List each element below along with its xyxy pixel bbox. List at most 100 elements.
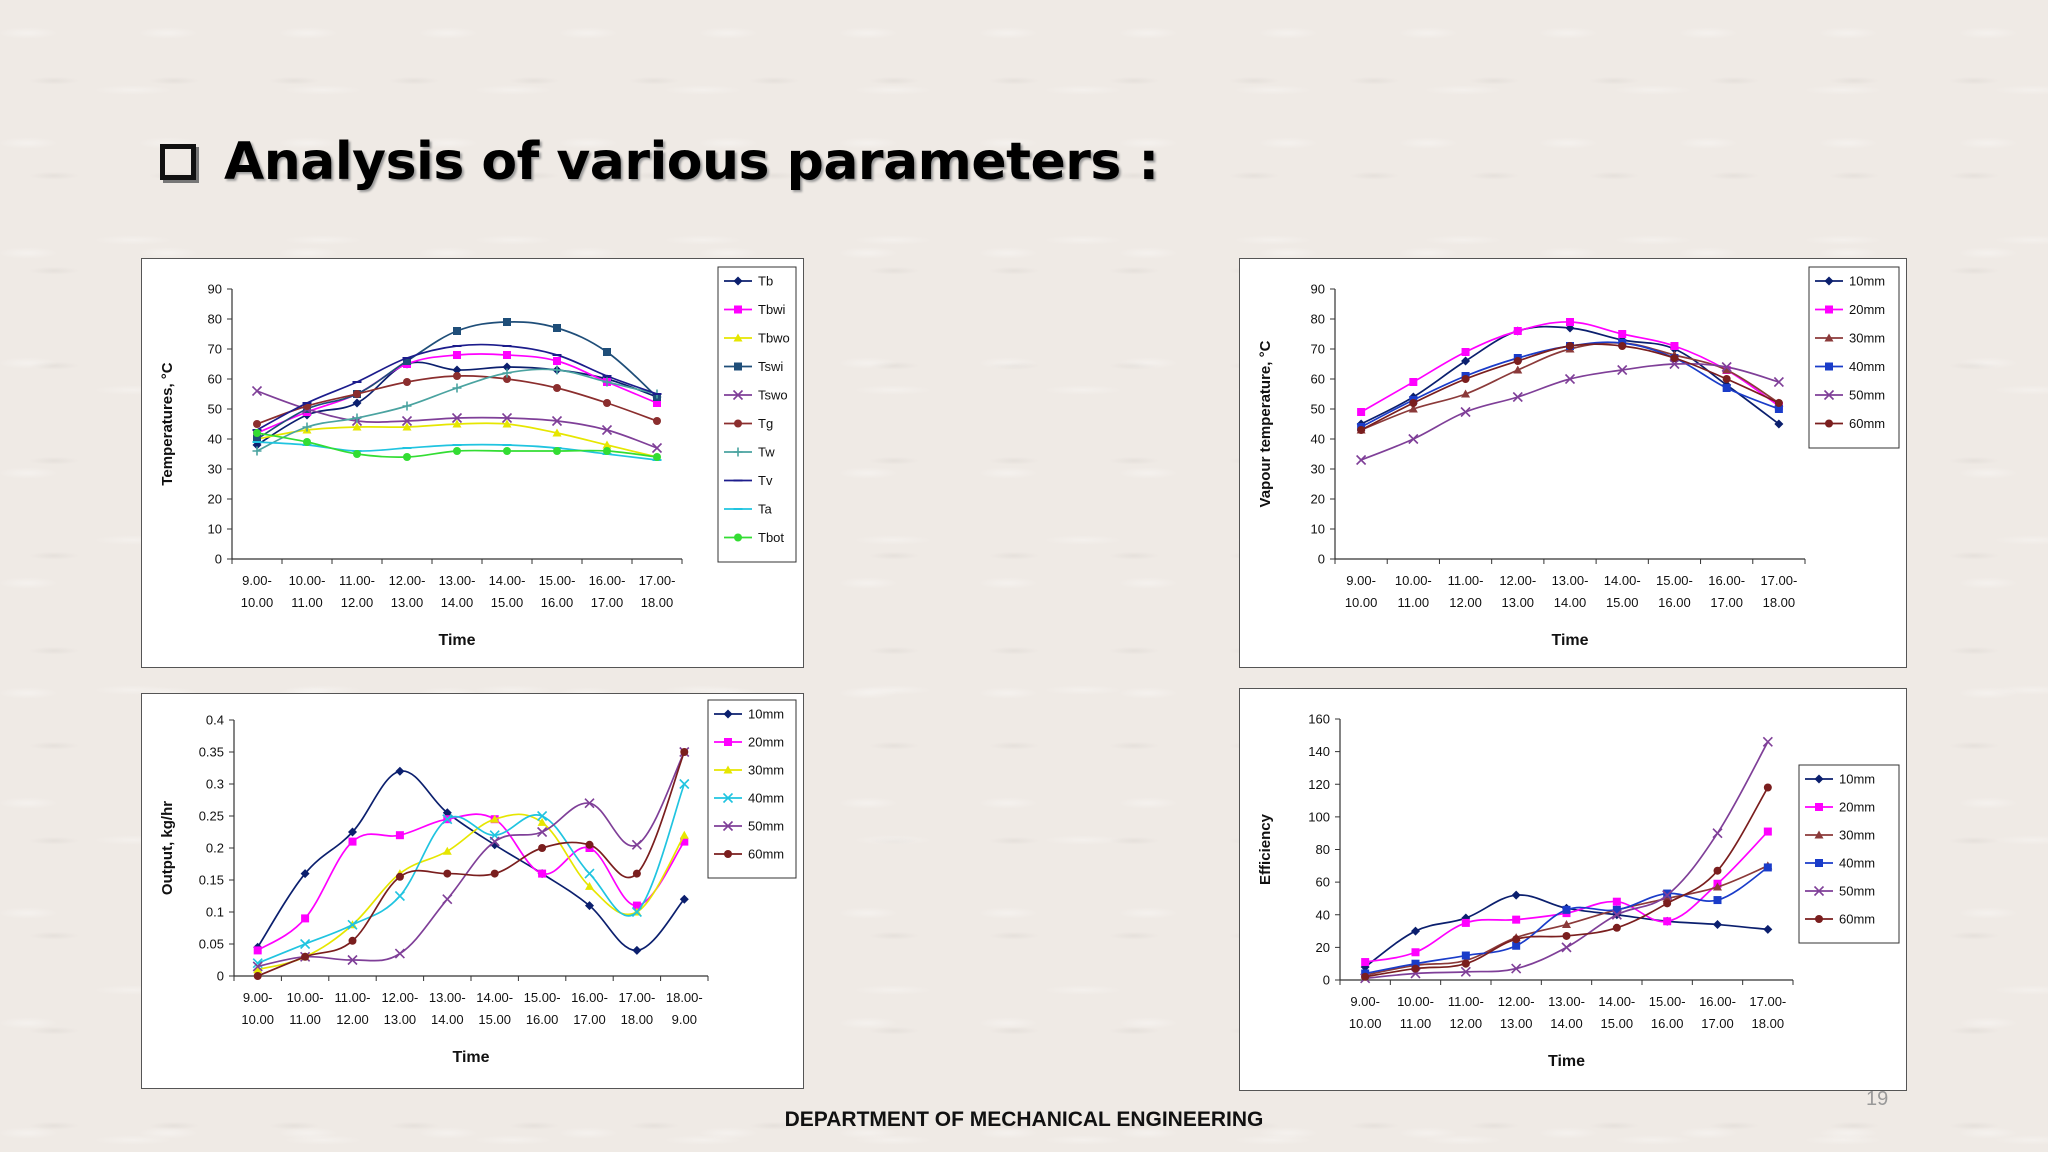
data-point	[631, 839, 642, 850]
x-tick-label: 12.00-13.00	[389, 573, 426, 610]
data-point	[1713, 896, 1722, 905]
data-point	[632, 901, 641, 910]
legend-label: 10mm	[1849, 274, 1885, 289]
output-chart: 0 0.05 0.1 0.15 0.2 0.25 0.3 0.35 0.4 9.00-10.00 1…	[141, 693, 804, 1089]
data-point	[679, 778, 690, 790]
data-point	[253, 965, 263, 974]
x-tick-label: 11.00-12.00	[335, 990, 371, 1027]
y-tick-label: 100	[1308, 809, 1330, 824]
series-40mm	[252, 778, 690, 969]
temperatures-chart: 0 10 20 30 40 50 60 70 80 90 9.00-10.00 10.00-11.00…	[141, 258, 804, 668]
y-tick-label: 20	[208, 492, 222, 507]
x-tick-label: 13.00-14.00	[429, 990, 466, 1027]
x-tick-label: 13.00-14.00	[1552, 573, 1589, 610]
data-point	[253, 435, 261, 443]
legend-entry: 40mm	[1805, 856, 1875, 871]
data-point	[301, 952, 310, 961]
legend-label: Tswi	[758, 359, 783, 374]
data-point	[503, 351, 511, 359]
data-point	[348, 837, 357, 846]
series-line	[1365, 830, 1769, 963]
y-tick-label: 40	[208, 432, 222, 447]
y-tick-label: 70	[1311, 342, 1325, 357]
data-point	[253, 420, 261, 428]
data-point	[353, 390, 361, 398]
y-tick-label: 160	[1308, 712, 1330, 727]
data-point	[1356, 454, 1367, 466]
legend-marker	[723, 709, 733, 719]
data-point	[585, 901, 594, 911]
legend-marker	[1825, 362, 1833, 371]
data-point	[1461, 356, 1471, 366]
data-point	[1562, 931, 1571, 940]
data-point	[603, 399, 611, 407]
data-point	[1773, 376, 1784, 388]
series-30mm	[1356, 338, 1784, 434]
data-point	[537, 826, 548, 838]
data-point	[631, 906, 642, 918]
data-point	[352, 413, 362, 423]
legend-marker	[1825, 419, 1833, 428]
data-point	[1512, 391, 1523, 403]
data-point	[501, 412, 513, 424]
data-point	[490, 840, 500, 850]
legend-marker	[1824, 333, 1834, 342]
data-point	[602, 377, 612, 387]
data-point	[1763, 827, 1772, 836]
data-point	[1722, 365, 1732, 374]
series-line	[1360, 341, 1780, 428]
data-point	[1513, 365, 1523, 374]
data-point	[1762, 736, 1773, 747]
legend-entry: 30mm	[1815, 331, 1885, 346]
series-20mm	[1361, 827, 1772, 967]
x-tick-label: 15.00-16.00	[539, 573, 576, 610]
legend-entry: 60mm	[714, 847, 784, 862]
y-tick-label: 40	[1311, 432, 1325, 447]
series-line	[257, 751, 686, 977]
legend-label: 40mm	[1839, 856, 1875, 871]
x-tick-label: 17.00-18.00	[1749, 994, 1786, 1031]
series-line	[257, 751, 686, 968]
x-tick-label: 12.00-13.00	[1499, 573, 1536, 610]
data-point	[1763, 783, 1772, 792]
legend-label: 30mm	[748, 763, 784, 778]
legend-label: 40mm	[1849, 359, 1885, 374]
data-point	[602, 440, 612, 449]
x-tick-label: 13.00-14.00	[1548, 994, 1585, 1031]
data-point	[553, 384, 561, 392]
data-point	[1513, 357, 1522, 365]
slide-title: Analysis of various parameters :	[160, 132, 1159, 192]
legend-marker	[734, 419, 742, 428]
data-point	[1763, 863, 1772, 872]
legend-label: 50mm	[1839, 884, 1875, 899]
data-point	[1513, 327, 1522, 335]
data-point	[1763, 924, 1773, 934]
legend-label: Tb	[758, 274, 773, 289]
data-point	[552, 365, 562, 375]
legend-marker	[732, 389, 744, 401]
legend-label: 40mm	[748, 791, 784, 806]
x-tick-label: 11.00-12.00	[1448, 994, 1484, 1031]
y-tick-label: 40	[1316, 907, 1330, 922]
legend-label: 20mm	[748, 735, 784, 750]
data-point	[1411, 926, 1420, 936]
legend-label: 30mm	[1839, 828, 1875, 843]
series-30mm	[253, 813, 689, 974]
legend-label: Tswo	[758, 388, 788, 403]
data-point	[553, 324, 561, 332]
data-point	[403, 453, 411, 461]
x-tick-label: 13.00-14.00	[439, 573, 476, 610]
x-tick-label: 10.00-11.00	[1397, 994, 1434, 1031]
data-point	[503, 447, 511, 455]
series-line	[1360, 341, 1780, 431]
data-point	[394, 890, 405, 902]
legend-label: 50mm	[748, 819, 784, 834]
data-point	[1461, 959, 1470, 968]
data-point	[1562, 920, 1571, 929]
x-tick-label: 14.00-15.00	[1604, 573, 1641, 610]
series-20mm	[253, 813, 689, 955]
series-Tbot	[253, 429, 661, 461]
y-tick-label: 30	[1311, 462, 1325, 477]
legend-marker	[724, 850, 732, 858]
x-tick-label: 15.00-16.00	[1649, 994, 1686, 1031]
